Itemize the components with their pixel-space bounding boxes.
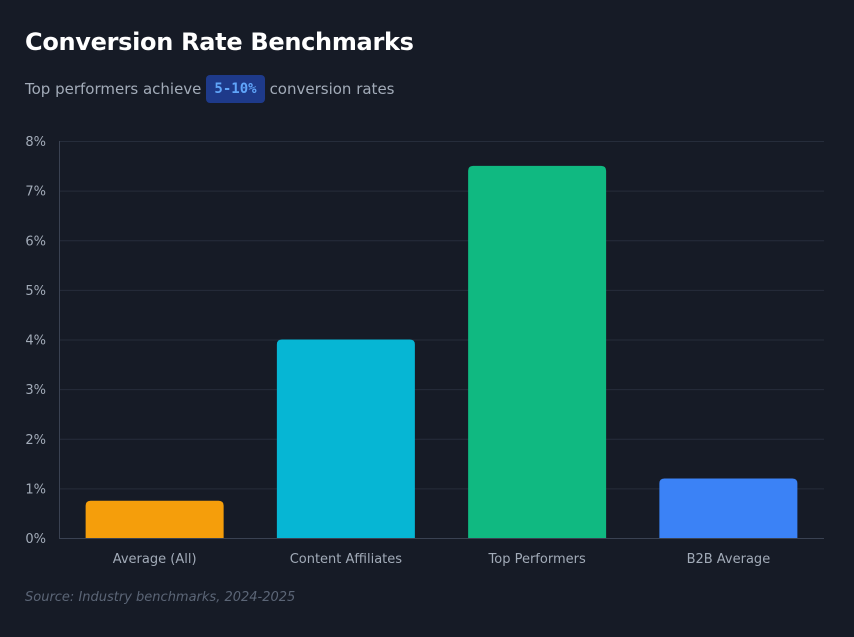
bar bbox=[659, 478, 798, 538]
y-tick-label: 3% bbox=[25, 383, 46, 398]
y-tick-label: 8% bbox=[25, 135, 46, 150]
y-tick-label: 0% bbox=[25, 532, 46, 547]
y-tick-label: 4% bbox=[25, 334, 46, 349]
chart-title: Conversion Rate Benchmarks bbox=[25, 28, 414, 56]
y-tick-label: 6% bbox=[25, 234, 46, 249]
subtitle-prefix: Top performers achieve bbox=[25, 80, 202, 98]
source-note: Source: Industry benchmarks, 2024-2025 bbox=[25, 590, 296, 605]
x-tick-label: Top Performers bbox=[488, 552, 586, 567]
y-tick-label: 7% bbox=[25, 185, 46, 200]
bar bbox=[468, 165, 607, 538]
bar bbox=[85, 500, 224, 538]
x-tick-label: B2B Average bbox=[687, 552, 771, 567]
highlight-badge: 5-10% bbox=[206, 75, 265, 103]
bar bbox=[276, 339, 415, 538]
subtitle-suffix: conversion rates bbox=[269, 80, 395, 98]
x-tick-label: Content Affiliates bbox=[290, 552, 403, 567]
y-tick-label: 2% bbox=[25, 433, 46, 448]
y-tick-label: 5% bbox=[25, 284, 46, 299]
chart-subtitle: Top performers achieve 5-10% conversion … bbox=[25, 75, 394, 103]
x-tick-label: Average (All) bbox=[113, 552, 197, 567]
y-tick-label: 1% bbox=[25, 482, 46, 497]
